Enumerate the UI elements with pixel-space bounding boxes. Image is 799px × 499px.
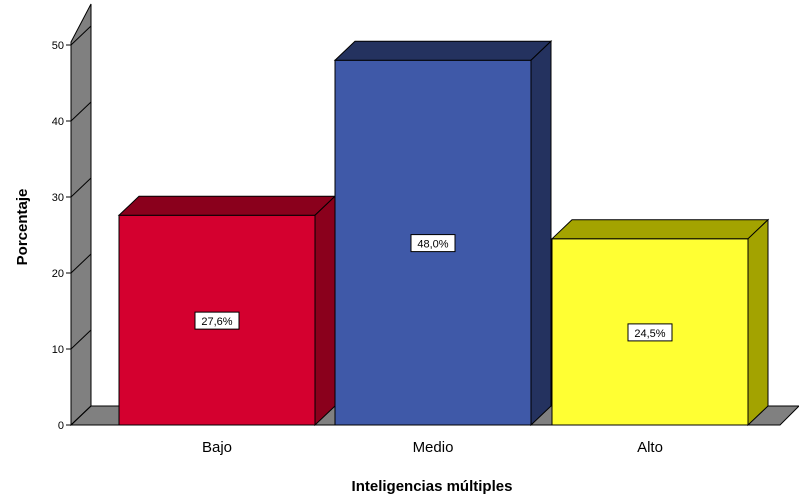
y-tick-label: 30 xyxy=(52,192,64,204)
x-axis-title: Inteligencias múltiples xyxy=(352,478,513,495)
depth-gridline xyxy=(70,253,92,274)
bar-top xyxy=(550,219,770,240)
bar-side xyxy=(747,218,769,427)
data-label: 48,0% xyxy=(410,234,456,253)
data-label: 24,5% xyxy=(627,323,673,342)
depth-gridline xyxy=(70,405,92,426)
y-axis-title: Porcentaje xyxy=(14,189,31,266)
data-label-box xyxy=(627,323,673,342)
bar-side xyxy=(530,40,552,427)
x-tick-label: Alto xyxy=(637,439,663,456)
bar-top xyxy=(117,195,337,216)
bar-side xyxy=(314,195,336,427)
data-label-box xyxy=(410,234,456,253)
side-wall xyxy=(70,3,92,427)
x-tick-label: Medio xyxy=(413,439,454,456)
data-label-box xyxy=(194,311,240,330)
x-axis: Bajo Medio Alto xyxy=(202,439,663,456)
bar-bajo xyxy=(117,195,337,427)
y-tick-label: 0 xyxy=(58,420,64,432)
y-tick-label: 50 xyxy=(52,40,64,52)
y-axis: 0 10 20 30 40 50 xyxy=(52,25,92,432)
bar-top xyxy=(333,40,553,61)
depth-gridline xyxy=(70,177,92,198)
bar-medio xyxy=(333,40,553,427)
y-tick-label: 10 xyxy=(52,344,64,356)
y-tick-label: 40 xyxy=(52,116,64,128)
bar-alto xyxy=(550,218,770,427)
x-tick-label: Bajo xyxy=(202,439,232,456)
depth-gridline xyxy=(70,329,92,350)
depth-gridline xyxy=(70,25,92,46)
data-labels: 27,6% 48,0% 24,5% xyxy=(194,234,673,342)
y-tick-label: 20 xyxy=(52,268,64,280)
depth-gridline xyxy=(70,101,92,122)
bar-series xyxy=(117,40,770,427)
data-label-text: 48,0% xyxy=(417,239,448,251)
data-label-text: 27,6% xyxy=(201,316,232,328)
data-label: 27,6% xyxy=(194,311,240,330)
data-label-text: 24,5% xyxy=(634,328,665,340)
